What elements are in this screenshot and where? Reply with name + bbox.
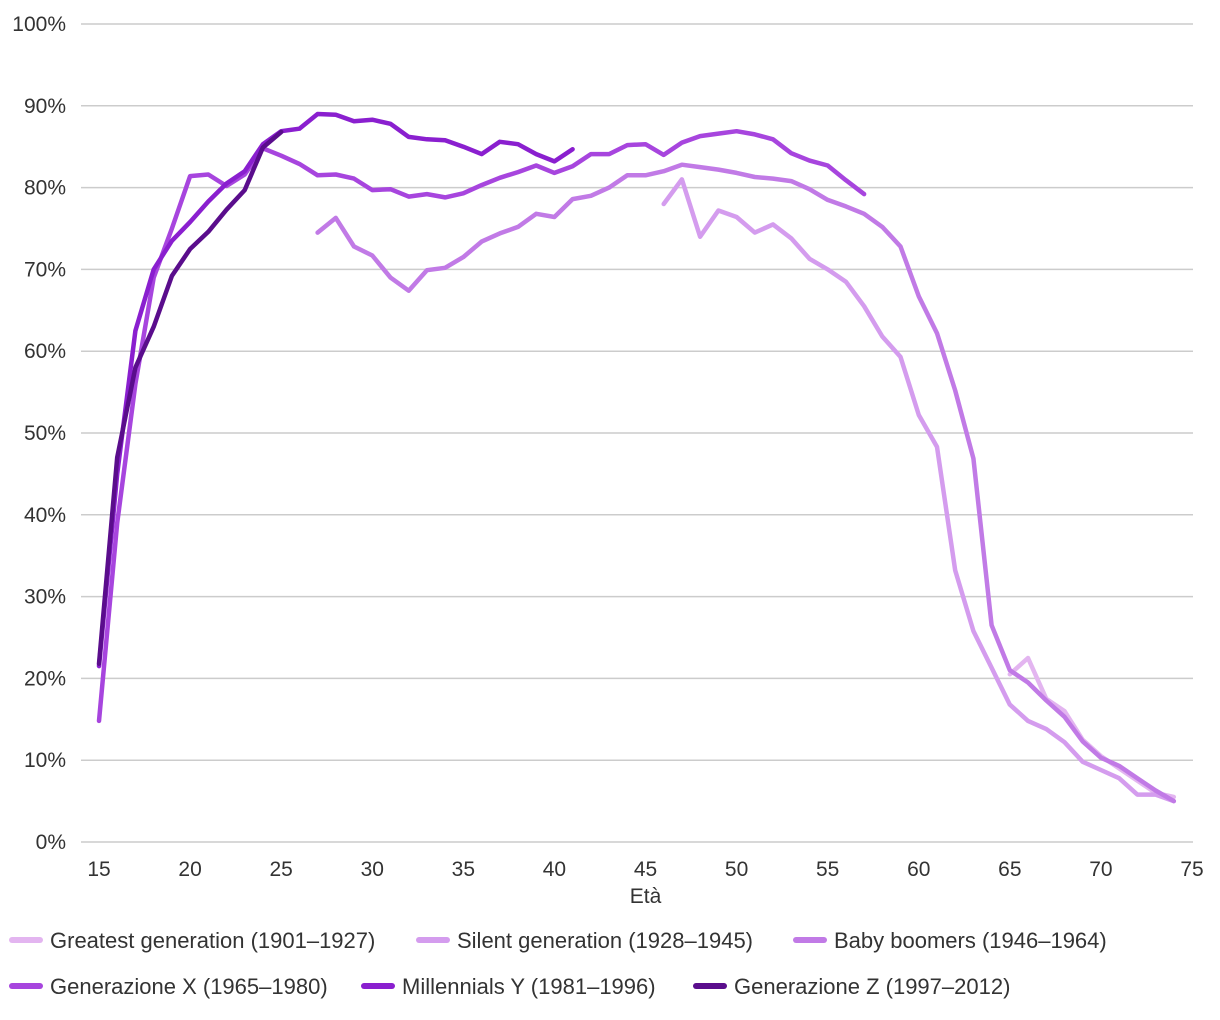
x-axis-ticks: 15 20 25 30 35 40 45 50 55 60 65 70 75 (87, 858, 1203, 881)
y-tick-label: 10% (24, 749, 66, 772)
y-tick-label: 20% (24, 667, 66, 690)
series-line-2 (661, 177, 1177, 804)
x-tick-label: 20 (178, 858, 201, 881)
legend-label: Baby boomers (1946–1964) (834, 928, 1107, 953)
series (96, 111, 1177, 804)
x-tick-label: 15 (87, 858, 110, 881)
legend-label: Millennials Y (1981–1996) (402, 974, 656, 999)
legend-label: Generazione Z (1997–2012) (734, 974, 1010, 999)
x-tick-label: 30 (361, 858, 384, 881)
series-line-3 (315, 162, 1177, 804)
y-axis-ticks: 0% 10% 20% 30% 40% 50% 60% 70% 80% 90% 100% (12, 13, 66, 854)
x-tick-label: 45 (634, 858, 657, 881)
y-tick-label: 0% (36, 831, 66, 854)
x-tick-label: 75 (1180, 858, 1203, 881)
x-tick-label: 70 (1089, 858, 1112, 881)
grid (81, 23, 1193, 843)
x-tick-label: 25 (269, 858, 292, 881)
y-tick-label: 70% (24, 258, 66, 281)
legend-item: Millennials Y (1981–1996) (361, 974, 656, 999)
y-tick-label: 100% (12, 13, 66, 36)
series-line-5 (96, 111, 575, 669)
y-tick-label: 60% (24, 340, 66, 363)
legend-item: Baby boomers (1946–1964) (793, 928, 1107, 953)
y-tick-label: 30% (24, 586, 66, 609)
x-tick-label: 55 (816, 858, 839, 881)
legend-label: Generazione X (1965–1980) (50, 974, 328, 999)
x-axis-title: Età (630, 885, 662, 908)
legend-label: Greatest generation (1901–1927) (50, 928, 375, 953)
series-line-4 (96, 128, 867, 724)
legend-item: Silent generation (1928–1945) (416, 928, 753, 953)
legend: Greatest generation (1901–1927) Silent ge… (9, 928, 1107, 999)
x-tick-label: 40 (543, 858, 566, 881)
legend-item: Generazione Z (1997–2012) (693, 974, 1010, 999)
legend-item: Generazione X (1965–1980) (9, 974, 328, 999)
series-line-6 (96, 129, 284, 666)
legend-item: Greatest generation (1901–1927) (9, 928, 375, 953)
y-tick-label: 90% (24, 95, 66, 118)
y-tick-label: 40% (24, 504, 66, 527)
x-tick-label: 35 (452, 858, 475, 881)
y-tick-label: 50% (24, 422, 66, 445)
x-tick-label: 65 (998, 858, 1021, 881)
x-tick-label: 50 (725, 858, 748, 881)
legend-label: Silent generation (1928–1945) (457, 928, 753, 953)
x-tick-label: 60 (907, 858, 930, 881)
y-tick-label: 80% (24, 177, 66, 200)
